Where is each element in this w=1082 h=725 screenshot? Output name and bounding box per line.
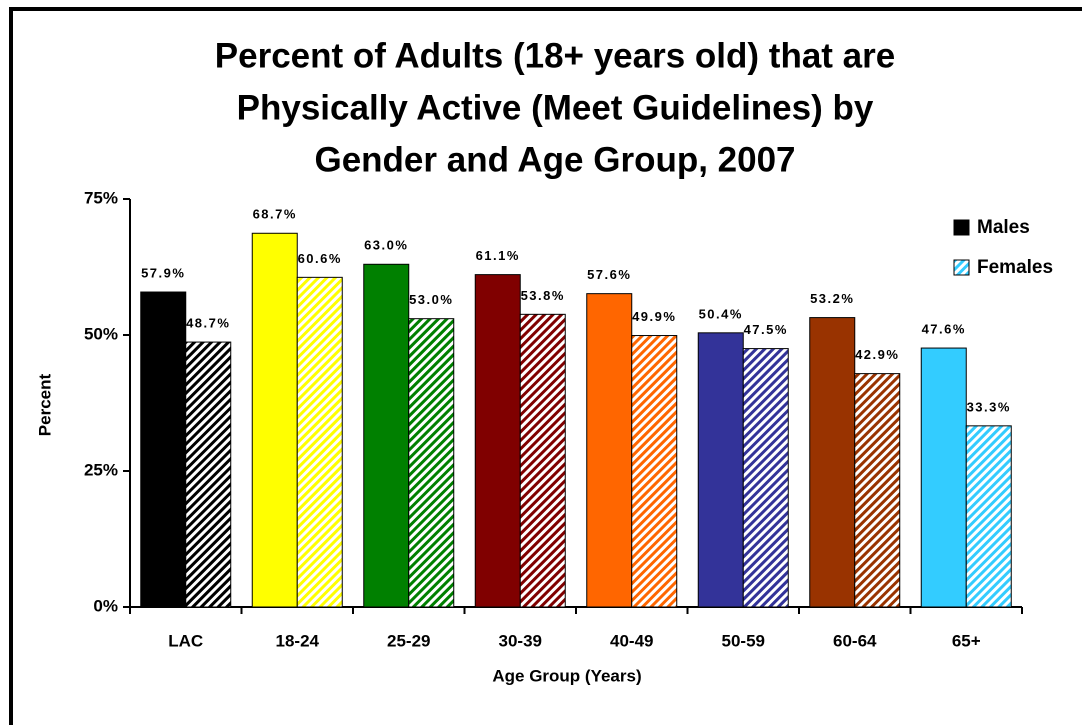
value-label: 53.0% xyxy=(409,292,453,307)
y-tick-label: 50% xyxy=(84,324,118,343)
value-label: 42.9% xyxy=(855,347,899,362)
value-label: 53.2% xyxy=(810,291,854,306)
bar xyxy=(519,313,566,608)
x-tick-label: LAC xyxy=(168,631,203,650)
value-label: 49.9% xyxy=(632,309,676,324)
value-label: 48.7% xyxy=(186,316,230,331)
bar xyxy=(586,293,633,608)
x-tick-label: 30-39 xyxy=(499,631,542,650)
y-tick-label: 0% xyxy=(93,596,118,615)
value-label: 60.6% xyxy=(298,251,342,266)
y-tick-label: 25% xyxy=(84,460,118,479)
bar xyxy=(140,291,187,608)
y-tick-label: 75% xyxy=(84,188,118,207)
x-tick-label: 50-59 xyxy=(722,631,765,650)
value-label: 50.4% xyxy=(699,306,743,321)
legend-label: Males xyxy=(977,217,1030,238)
bar xyxy=(809,317,856,608)
x-tick-label: 40-49 xyxy=(610,631,653,650)
x-tick-label: 60-64 xyxy=(833,631,877,650)
value-label: 47.6% xyxy=(922,321,966,336)
legend-swatch xyxy=(953,219,970,236)
y-axis-label: Percent xyxy=(35,373,54,436)
value-label: 68.7% xyxy=(253,207,297,222)
x-tick-label: 18-24 xyxy=(276,631,320,650)
bar xyxy=(185,341,232,608)
chart-title: Gender and Age Group, 2007 xyxy=(314,140,795,179)
bar xyxy=(296,276,343,608)
value-label: 57.9% xyxy=(141,265,185,280)
bar xyxy=(697,332,744,608)
bar xyxy=(474,274,521,608)
value-label: 53.8% xyxy=(521,288,565,303)
value-label: 63.0% xyxy=(364,238,408,253)
value-label: 47.5% xyxy=(744,322,788,337)
bar xyxy=(631,335,678,608)
x-tick-label: 65+ xyxy=(952,631,981,650)
bar xyxy=(363,263,410,608)
value-label: 57.6% xyxy=(587,267,631,282)
bar xyxy=(965,425,1012,608)
x-axis-label: Age Group (Years) xyxy=(492,666,641,685)
bar xyxy=(920,347,967,608)
bar xyxy=(251,232,298,608)
bar xyxy=(854,373,901,608)
bar xyxy=(742,348,789,608)
chart-title: Percent of Adults (18+ years old) that a… xyxy=(215,36,895,75)
chart-title: Physically Active (Meet Guidelines) by xyxy=(237,88,874,127)
value-label: 33.3% xyxy=(967,399,1011,414)
legend-label: Females xyxy=(977,257,1053,278)
bar xyxy=(408,318,455,608)
legend-swatch xyxy=(953,259,970,276)
value-label: 61.1% xyxy=(476,248,520,263)
x-tick-label: 25-29 xyxy=(387,631,430,650)
